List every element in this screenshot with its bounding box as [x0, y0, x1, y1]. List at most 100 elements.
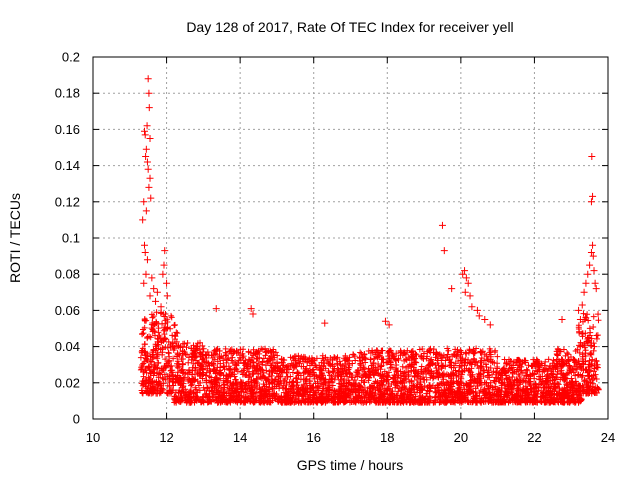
data-point [527, 385, 534, 392]
data-point [390, 374, 397, 381]
data-point [241, 365, 248, 372]
data-point [168, 312, 175, 319]
data-point [550, 357, 557, 364]
data-point [465, 398, 472, 405]
data-point [228, 385, 235, 392]
data-point [163, 362, 170, 369]
y-tick-label: 0.02 [55, 375, 80, 390]
data-point [534, 359, 541, 366]
data-point [142, 352, 149, 359]
data-point [400, 373, 407, 380]
data-point [310, 387, 317, 394]
data-point [375, 353, 382, 360]
data-point [575, 358, 582, 365]
data-point [192, 365, 199, 372]
data-point [163, 292, 171, 300]
data-point [572, 399, 579, 406]
data-point [586, 261, 594, 269]
data-point [154, 355, 161, 362]
data-point [309, 398, 316, 405]
data-point [148, 388, 155, 395]
data-point [485, 383, 492, 390]
data-point [388, 364, 395, 371]
data-point [372, 364, 379, 371]
data-point [262, 387, 269, 394]
data-point [590, 313, 597, 320]
data-point [269, 390, 276, 397]
data-point [270, 346, 277, 353]
data-point [506, 365, 513, 372]
data-point [590, 347, 597, 354]
data-point [211, 391, 218, 398]
data-point [391, 372, 398, 379]
data-point [320, 363, 327, 370]
data-point [400, 390, 407, 397]
data-point [153, 378, 160, 385]
data-point [419, 346, 426, 353]
data-point [224, 399, 231, 406]
data-point [166, 388, 173, 395]
data-point [150, 346, 157, 353]
data-point [444, 394, 451, 401]
data-point [580, 384, 587, 391]
data-point [418, 363, 425, 370]
data-point [485, 357, 492, 364]
data-point [293, 361, 300, 368]
data-point [585, 338, 592, 345]
data-point [564, 381, 571, 388]
data-point [329, 395, 336, 402]
data-point [317, 366, 324, 373]
data-point [588, 351, 595, 358]
data-point [283, 395, 290, 402]
data-point [479, 388, 486, 395]
data-point [541, 379, 548, 386]
data-point [576, 349, 583, 356]
data-point [177, 374, 184, 381]
data-point [250, 398, 257, 405]
data-point [161, 326, 168, 333]
data-point [575, 306, 583, 314]
data-point [220, 363, 227, 370]
data-point [204, 384, 211, 391]
data-point [263, 377, 270, 384]
data-point [144, 75, 152, 83]
data-point [182, 370, 189, 377]
data-point [199, 393, 206, 400]
data-point [556, 348, 563, 355]
data-point [273, 370, 280, 377]
data-point [588, 153, 596, 161]
data-point [583, 388, 590, 395]
data-point [212, 350, 219, 357]
data-point [370, 384, 377, 391]
data-point [360, 372, 367, 379]
data-point [289, 369, 296, 376]
data-point [289, 398, 296, 405]
data-point [214, 358, 221, 365]
data-point [537, 373, 544, 380]
data-point [162, 356, 169, 363]
data-point [164, 382, 171, 389]
data-point [345, 364, 352, 371]
data-point [162, 376, 169, 383]
data-point [409, 353, 416, 360]
data-point [169, 369, 175, 376]
data-point [569, 384, 576, 391]
data-point [298, 384, 305, 391]
data-point [146, 174, 154, 182]
data-point [143, 256, 151, 264]
data-point [350, 351, 357, 358]
data-point [420, 350, 427, 357]
data-point [498, 369, 505, 376]
data-point [491, 377, 498, 384]
data-point [385, 399, 392, 406]
data-point [173, 376, 180, 383]
data-point [438, 363, 445, 370]
data-point [536, 376, 543, 383]
data-point [153, 345, 160, 352]
data-point [367, 385, 374, 392]
data-point [534, 390, 541, 397]
data-point [587, 198, 595, 206]
data-point [165, 349, 172, 356]
data-point [288, 387, 295, 394]
data-point [492, 378, 499, 385]
